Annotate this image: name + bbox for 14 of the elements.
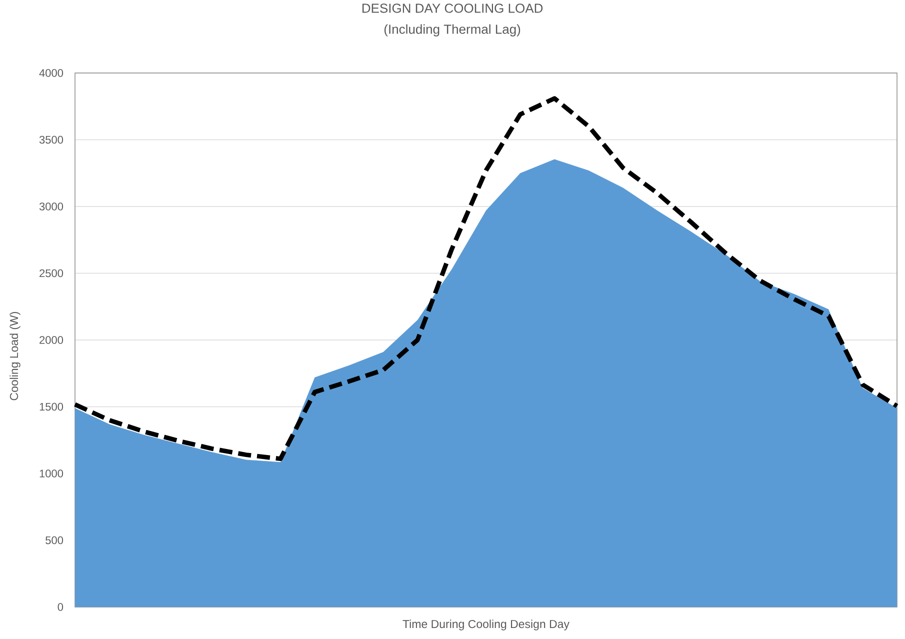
y-tick-label: 2500 (40, 269, 64, 278)
y-tick-label: 3000 (39, 202, 64, 210)
y-tick-label: 4000 (39, 69, 64, 77)
y-tick-label: 500 (46, 536, 64, 544)
y-tick-label: 2000 (40, 336, 64, 344)
chart-subtitle: (Including Thermal Lag) (384, 24, 520, 36)
y-tick-label: 1000 (40, 470, 64, 478)
y-tick-label: 1500 (40, 402, 64, 411)
chart-title: DESIGN DAY COOLING LOAD (362, 4, 543, 13)
x-axis-title: Time During Cooling Design Day (402, 620, 570, 630)
y-axis-title: Cooling Load (W) (10, 312, 20, 400)
y-tick-label: 0 (58, 603, 64, 611)
line-series (72, 96, 900, 462)
y-tick-label: 3500 (39, 136, 64, 144)
